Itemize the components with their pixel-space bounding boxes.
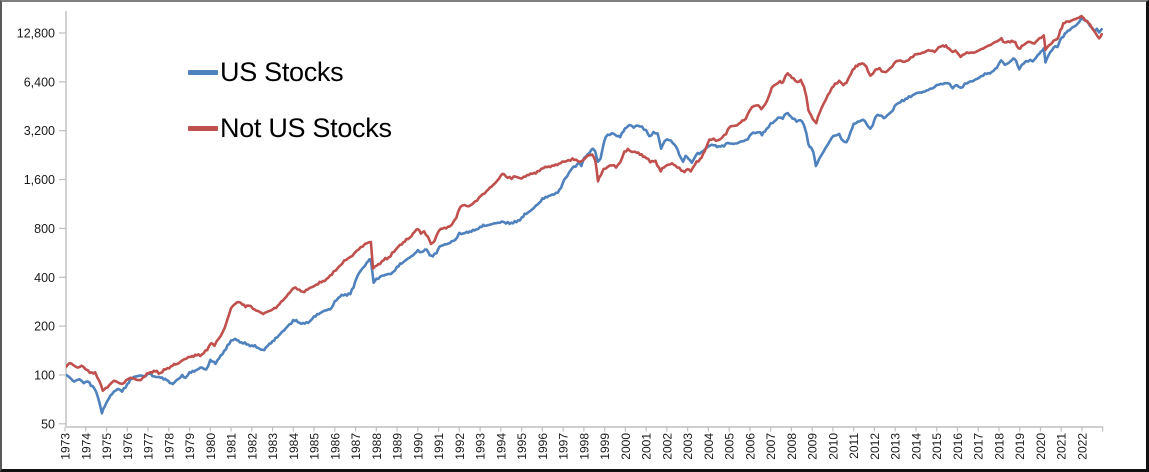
x-axis-tick-label: 1979 (183, 433, 197, 460)
x-axis-tick-label: 2019 (1013, 433, 1027, 460)
not-us-stocks-line (66, 14, 1103, 392)
x-axis-tick-label: 1988 (370, 433, 384, 460)
x-axis-tick-label: 2021 (1055, 433, 1069, 460)
x-axis-tick-label: 2015 (930, 433, 944, 460)
x-axis-tick-label: 1982 (245, 433, 259, 460)
x-axis-tick-label: 1976 (121, 433, 135, 460)
x-axis-tick-label: 2007 (764, 433, 778, 460)
y-axis-tick-label: 3,200 (24, 124, 55, 138)
x-axis-tick-label: 1996 (536, 433, 550, 460)
x-axis-tick-label: 2000 (619, 433, 633, 460)
x-axis-tick-label: 1981 (225, 433, 239, 460)
y-axis-tick-label: 400 (34, 271, 55, 285)
x-axis-tick-label: 1999 (598, 433, 612, 460)
x-axis-tick-label: 1974 (79, 433, 93, 460)
x-axis-tick-label: 2017 (972, 433, 986, 460)
x-axis-tick-label: 2009 (806, 433, 820, 460)
x-axis-tick-label: 1973 (59, 433, 73, 460)
not-us-stocks-line-swatch (188, 126, 218, 131)
x-axis-tick-label: 2005 (723, 433, 737, 460)
series-group (66, 14, 1103, 415)
x-axis-tick-label: 2008 (785, 433, 799, 460)
x-axis-tick-label: 1978 (162, 433, 176, 460)
x-axis-tick-label: 1990 (411, 433, 425, 460)
y-axis-tick-label: 100 (34, 368, 55, 382)
x-axis-tick-label: 2006 (743, 433, 757, 460)
x-axis-tick-label: 1995 (515, 433, 529, 460)
x-axis-tick-label: 2020 (1034, 433, 1048, 460)
x-axis-tick-label: 2011 (847, 433, 861, 459)
x-axis-tick-label: 2012 (868, 433, 882, 460)
y-axis-tick-label: 50 (41, 417, 55, 431)
us-stocks-line (66, 16, 1103, 415)
x-axis-tick-label: 2014 (909, 433, 923, 460)
x-axis-tick-label: 2018 (992, 433, 1006, 460)
x-axis-tick-label: 2016 (951, 433, 965, 460)
x-axis-tick-label: 1994 (494, 433, 508, 460)
y-axis-tick-label: 200 (34, 320, 55, 334)
y-axis-tick-label: 6,400 (24, 75, 55, 89)
y-axis-tick-label: 1,600 (24, 173, 55, 187)
x-axis-tick-label: 1975 (100, 433, 114, 460)
x-axis-tick-label: 1987 (349, 433, 363, 460)
x-axis-tick-label: 1997 (557, 433, 571, 460)
x-axis-tick-label: 1993 (474, 433, 488, 460)
legend-item-not-us-stocks: Not US Stocks (188, 113, 392, 144)
x-axis-tick-label: 1989 (391, 433, 405, 460)
x-axis-tick-label: 1992 (453, 433, 467, 460)
legend: US Stocks Not US Stocks (188, 57, 392, 144)
x-axis-tick-label: 2001 (640, 433, 654, 460)
x-axis-tick-label: 2013 (889, 433, 903, 460)
x-axis-tick-label: 1991 (432, 433, 446, 460)
x-axis-tick-label: 1983 (266, 433, 280, 460)
x-axis-tick-label: 1985 (308, 433, 322, 460)
y-axis-tick-label: 800 (34, 222, 55, 236)
x-axis-tick-label: 2004 (702, 433, 716, 460)
x-axis-tick-label: 1986 (328, 433, 342, 460)
legend-item-us-stocks: US Stocks (188, 57, 392, 88)
x-axis-tick-label: 2002 (660, 433, 674, 460)
x-axis-tick-label: 1977 (142, 433, 156, 460)
legend-label-not-us-stocks: Not US Stocks (220, 113, 392, 143)
y-axis-tick-label: 12,800 (17, 27, 55, 41)
x-axis-tick-label: 2010 (826, 433, 840, 460)
x-axis-tick-label: 1998 (577, 433, 591, 460)
legend-label-us-stocks: US Stocks (220, 57, 344, 87)
x-axis-tick-label: 2003 (681, 433, 695, 460)
x-axis-tick-label: 2022 (1075, 433, 1089, 460)
x-axis-tick-label: 1980 (204, 433, 218, 460)
x-axis-tick-label: 1984 (287, 433, 301, 460)
us-stocks-line-swatch (188, 70, 218, 75)
